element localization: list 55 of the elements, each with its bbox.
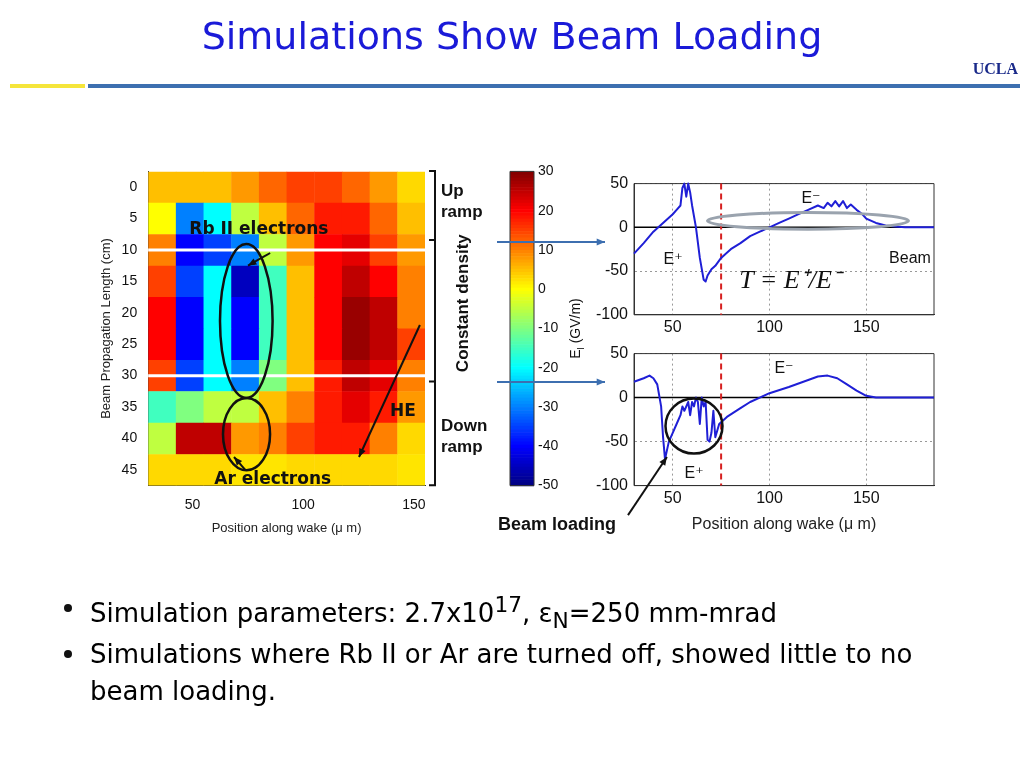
annotation: E⁻	[774, 357, 794, 377]
y-tick-label: 30	[121, 366, 138, 383]
x-tick-label: 100	[756, 488, 783, 506]
annotation: E⁺	[663, 248, 683, 268]
y-tick-label: 35	[121, 397, 138, 414]
y-tick-label: -50	[604, 261, 629, 279]
color-bar-label: -10	[538, 319, 559, 336]
annotation: Beam loading	[498, 513, 617, 535]
y-tick-label: -100	[595, 305, 629, 323]
y-tick-label: 45	[121, 460, 138, 477]
annotation: HE	[389, 400, 416, 421]
color-bar-label: 30	[538, 162, 554, 179]
x-tick-label: 50	[663, 317, 682, 335]
y-tick-label: -50	[604, 432, 629, 450]
x-axis-title: Position along wake (μ m)	[211, 519, 362, 535]
y-tick-label: 5	[129, 209, 138, 226]
color-bar-label: -40	[538, 437, 559, 454]
text: Simulations where Rb II or Ar are turned off, showed little to no beam loading.	[90, 638, 914, 708]
y-tick-label: 0	[129, 177, 138, 194]
text: Down ramp	[441, 416, 489, 458]
y-tick-label: 15	[121, 272, 138, 289]
color-bar-label: 0	[538, 280, 546, 297]
text: Simulation parameters: 2.7x10$^{17}$, ε$_{N}$=250 mm-mrad	[90, 591, 778, 635]
y-tick-label: 25	[121, 335, 138, 352]
y-tick-label: -100	[595, 476, 629, 494]
x-tick-label: 100	[291, 495, 316, 512]
annotation: Ar electrons	[214, 467, 332, 488]
color-bar-label: 20	[538, 201, 554, 218]
color-bar-label: -20	[538, 358, 559, 375]
x-tick-label: 150	[852, 317, 880, 335]
x-tick-label: 50	[184, 495, 201, 512]
x-axis-title: Position along wake (μ m)	[691, 514, 877, 532]
y-tick-label: 10	[121, 240, 138, 257]
text: UCLA	[972, 60, 1018, 78]
color-bar-title: El (GV/m)	[566, 298, 586, 359]
color-bar-label: 10	[538, 240, 554, 257]
color-bar-label: -50	[538, 476, 559, 493]
y-tick-label: 50	[610, 174, 629, 192]
text: Up ramp	[441, 181, 484, 223]
text: Constant density	[452, 233, 473, 374]
y-axis-title: Beam Propagation Length (cm)	[98, 238, 114, 419]
y-tick-label: 0	[619, 388, 629, 406]
x-tick-label: 150	[852, 488, 880, 506]
color-bar-label: -30	[538, 397, 559, 414]
annotation: E⁺	[684, 462, 704, 482]
annotation: E⁻	[801, 187, 821, 207]
x-tick-label: 100	[756, 317, 783, 335]
y-tick-label: 50	[610, 344, 629, 362]
y-tick-label: 0	[619, 217, 629, 235]
text: Simulations Show Beam Loading	[200, 14, 824, 58]
x-tick-label: 150	[402, 495, 426, 512]
x-tick-label: 50	[663, 488, 682, 506]
y-tick-label: 20	[121, 303, 138, 320]
y-tick-label: 40	[121, 429, 138, 446]
annotation: Beam	[889, 249, 931, 268]
